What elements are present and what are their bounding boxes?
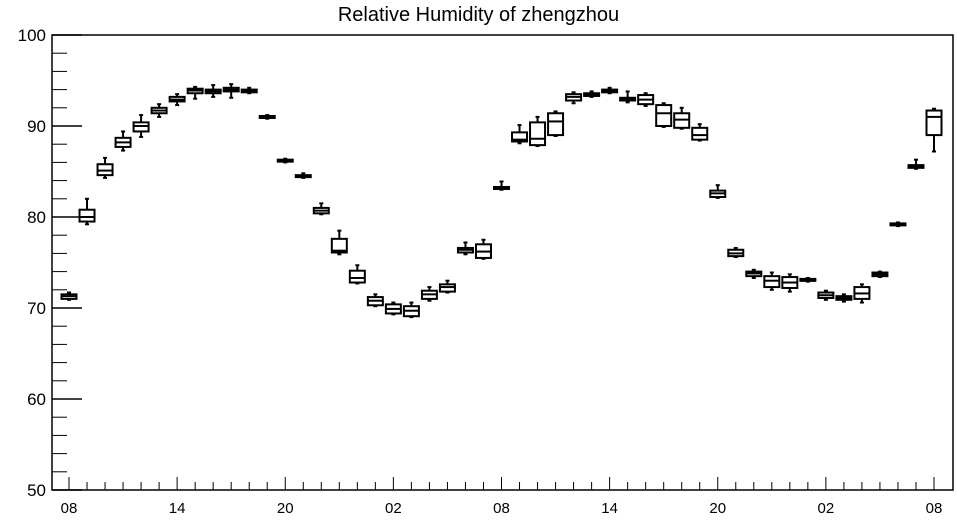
y-tick-label: 80 xyxy=(27,208,46,227)
x-tick-label: 08 xyxy=(493,500,510,517)
x-tick-label: 08 xyxy=(926,500,943,517)
x-tick-label: 08 xyxy=(61,500,78,517)
box-iqr xyxy=(511,131,529,143)
box-iqr xyxy=(547,112,565,137)
x-tick-label: 20 xyxy=(277,500,294,517)
plot-frame xyxy=(51,34,954,491)
x-tick-label: 20 xyxy=(709,500,726,517)
y-tick-label: 90 xyxy=(27,117,46,136)
chart-title: Relative Humidity of zhengzhou xyxy=(337,4,620,26)
box-iqr xyxy=(655,104,673,127)
box-iqr xyxy=(348,269,366,284)
x-tick-label: 14 xyxy=(169,500,186,517)
box-iqr xyxy=(529,121,547,147)
box-iqr xyxy=(691,126,709,141)
x-tick-label: 02 xyxy=(818,500,835,517)
box-iqr xyxy=(330,237,348,254)
y-tick-label: 100 xyxy=(18,26,46,45)
box-iqr xyxy=(925,109,943,137)
y-tick-label: 50 xyxy=(27,481,46,500)
x-tick-label: 14 xyxy=(601,500,618,517)
y-tick-label: 70 xyxy=(27,299,46,318)
box-iqr xyxy=(78,208,96,223)
y-tick-label: 60 xyxy=(27,390,46,409)
x-tick-label: 02 xyxy=(385,500,402,517)
